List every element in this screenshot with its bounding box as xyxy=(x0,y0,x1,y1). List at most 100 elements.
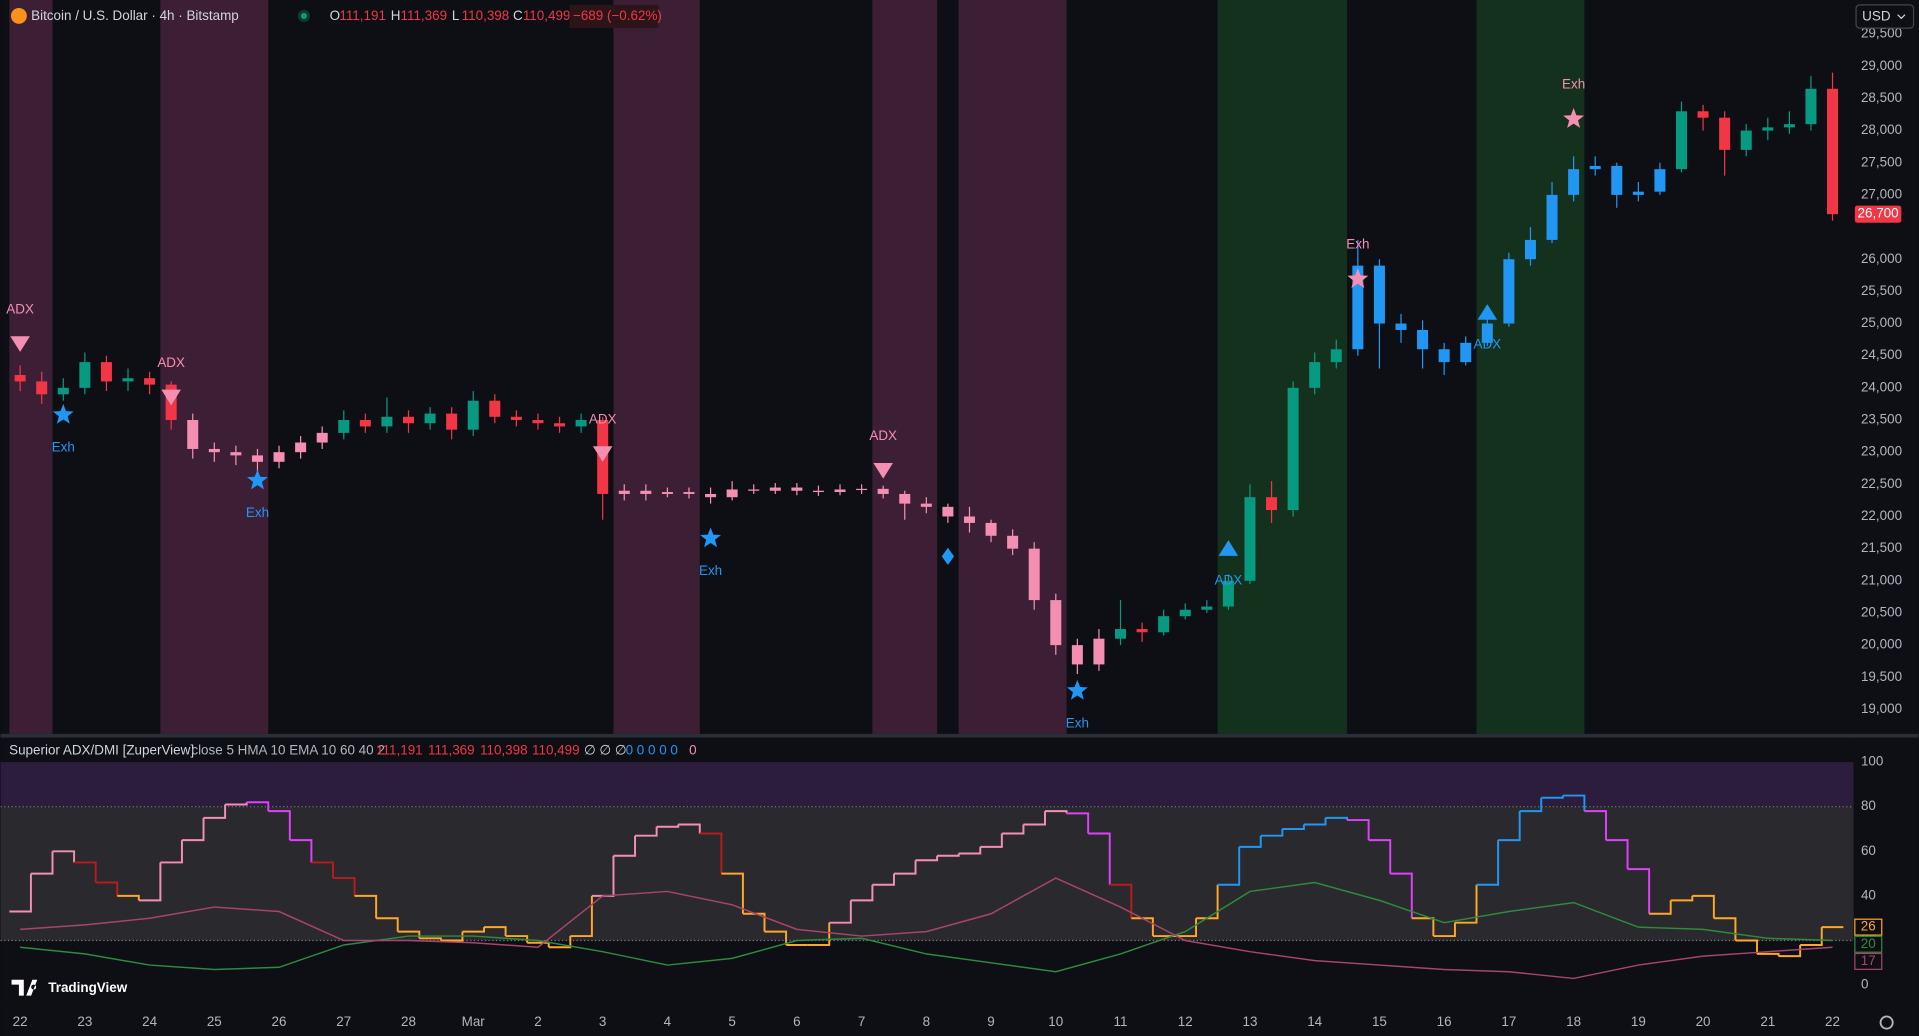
y-tick-label: 28,000 xyxy=(1861,122,1902,137)
marker-label: ADX xyxy=(157,355,185,370)
adx-step xyxy=(462,927,485,933)
candle-body xyxy=(640,490,652,494)
marker-label: Exh xyxy=(699,563,722,578)
x-tick-label: 26 xyxy=(272,1014,287,1029)
y-tick-label: 23,000 xyxy=(1861,444,1902,459)
candle-body xyxy=(963,516,975,523)
adx-step xyxy=(1627,868,1651,914)
regime-band xyxy=(613,0,700,734)
adx-step xyxy=(1692,894,1715,919)
candle-body xyxy=(683,492,695,494)
candle-body xyxy=(1438,349,1450,363)
adx-step xyxy=(1088,832,1111,885)
last-price-box xyxy=(1854,205,1902,223)
y-tick-label: 27,000 xyxy=(1861,186,1902,201)
candle-body xyxy=(1719,117,1731,150)
candle-body xyxy=(1007,535,1019,549)
value-badge-label: 17 xyxy=(1861,953,1876,968)
candle-body xyxy=(251,455,263,462)
y-tick-label: 19,000 xyxy=(1861,701,1902,716)
symbol-icon xyxy=(10,7,27,24)
ohlc-value: 111,369 xyxy=(401,8,448,23)
x-tick-label: Mar xyxy=(462,1014,486,1029)
adx-step xyxy=(678,823,701,834)
adx-step xyxy=(570,895,593,938)
candle-body xyxy=(877,488,889,494)
indicator-value: 111,191 xyxy=(376,743,423,758)
indicator-value: 110,398 xyxy=(480,743,528,758)
indicator-zeros: 0 0 0 0 0 xyxy=(626,743,678,758)
status-dot xyxy=(300,12,307,19)
candle-body xyxy=(273,452,285,462)
adx-step xyxy=(74,861,97,883)
y-tick-label: 23,500 xyxy=(1861,412,1902,427)
candle-body xyxy=(359,420,371,427)
candle-body xyxy=(705,493,717,498)
adx-step xyxy=(1066,812,1090,834)
candle-body xyxy=(187,420,199,449)
adx-step xyxy=(9,873,32,913)
x-tick-label: 11 xyxy=(1114,1014,1128,1029)
candle-body xyxy=(1524,239,1536,260)
regime-band xyxy=(1476,0,1585,734)
adx-step xyxy=(30,851,54,875)
x-tick-label: 6 xyxy=(793,1014,800,1029)
regime-band xyxy=(958,0,1067,734)
currency-button[interactable] xyxy=(1855,4,1915,29)
marker-label: ADX xyxy=(869,428,897,443)
marker-label: ADX xyxy=(1215,573,1243,588)
regime-band xyxy=(1217,0,1348,734)
adx-step xyxy=(1390,872,1413,919)
marker-label: ADX xyxy=(589,411,617,426)
adx-step xyxy=(1735,939,1758,954)
candle-body xyxy=(554,423,566,427)
adx-step xyxy=(1498,811,1521,842)
currency-caret xyxy=(1897,14,1906,20)
adx-step xyxy=(1303,817,1327,826)
regime-band xyxy=(872,0,938,734)
adx-step xyxy=(548,936,572,949)
y-tick-label: 29,000 xyxy=(1861,58,1902,73)
ohlc-value: 110,499 xyxy=(523,8,571,23)
adx-step xyxy=(1584,810,1607,841)
pane-separator xyxy=(0,733,1919,738)
x-tick-label: 20 xyxy=(1696,1014,1711,1029)
adx-step xyxy=(311,861,334,879)
adx-step xyxy=(742,912,766,932)
adx-step xyxy=(1562,794,1586,812)
candle-body xyxy=(1568,169,1580,195)
signal-marker xyxy=(1066,679,1088,700)
settings-icon[interactable] xyxy=(1879,1015,1894,1030)
candle-body xyxy=(985,522,997,536)
indicator-value: 111,369 xyxy=(428,743,475,758)
adx-step xyxy=(635,826,658,837)
candle-body xyxy=(1417,329,1429,350)
time-axis-bg xyxy=(0,1002,1919,1036)
candle-body xyxy=(899,493,911,504)
adx-step xyxy=(505,935,529,943)
adx-step xyxy=(160,840,183,864)
di-line xyxy=(20,881,1833,973)
indicator-flags: ∅ ∅ ∅ xyxy=(584,743,627,758)
candle-body xyxy=(1762,127,1774,131)
candle-body xyxy=(920,503,932,507)
x-tick-label: 10 xyxy=(1048,1014,1063,1029)
adx-step xyxy=(1713,917,1737,941)
candle-body xyxy=(834,489,846,493)
candle-body xyxy=(208,448,220,453)
adx-step xyxy=(52,850,76,863)
adx-step xyxy=(1670,895,1694,902)
adx-step xyxy=(95,881,119,896)
candle-body xyxy=(812,490,824,493)
candle-body xyxy=(1503,259,1515,324)
x-tick-label: 23 xyxy=(77,1014,92,1029)
signal-marker xyxy=(1477,304,1498,320)
adx-step xyxy=(807,922,831,946)
di-line xyxy=(20,877,1833,980)
adx-step xyxy=(764,930,788,945)
brand-logo xyxy=(11,979,38,996)
last-price-label: 26,700 xyxy=(1858,206,1899,221)
regime-band xyxy=(9,0,53,734)
